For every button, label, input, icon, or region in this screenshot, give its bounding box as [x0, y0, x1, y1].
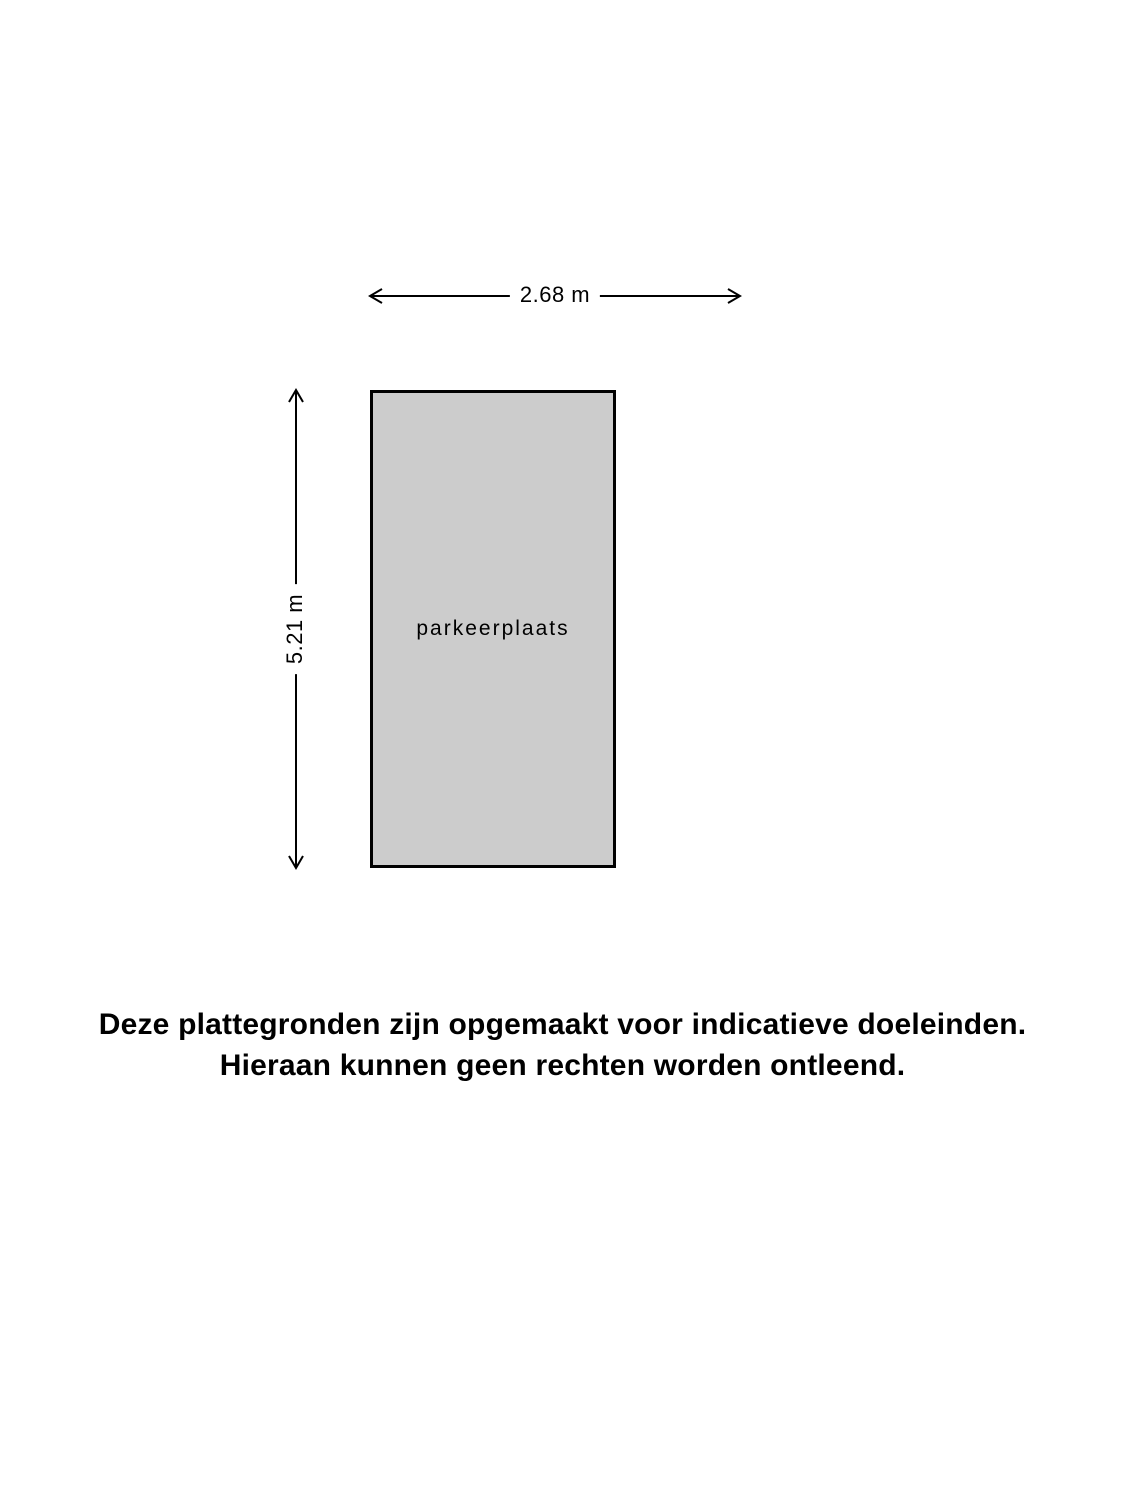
- disclaimer-line-1: Deze plattegronden zijn opgemaakt voor i…: [0, 1005, 1125, 1046]
- disclaimer-text: Deze plattegronden zijn opgemaakt voor i…: [0, 1005, 1125, 1086]
- room-label: parkeerplaats: [416, 617, 569, 641]
- room-parkeerplaats: parkeerplaats: [370, 390, 616, 868]
- dimension-height: 5.21 m: [280, 390, 310, 868]
- floorplan-diagram: 2.68 m 5.21 m parkeerplaats: [0, 280, 1125, 1000]
- dimension-height-label: 5.21 m: [282, 584, 308, 674]
- dimension-width: 2.68 m: [370, 280, 740, 310]
- dimension-width-label: 2.68 m: [510, 282, 600, 308]
- disclaimer-line-2: Hieraan kunnen geen rechten worden ontle…: [0, 1046, 1125, 1087]
